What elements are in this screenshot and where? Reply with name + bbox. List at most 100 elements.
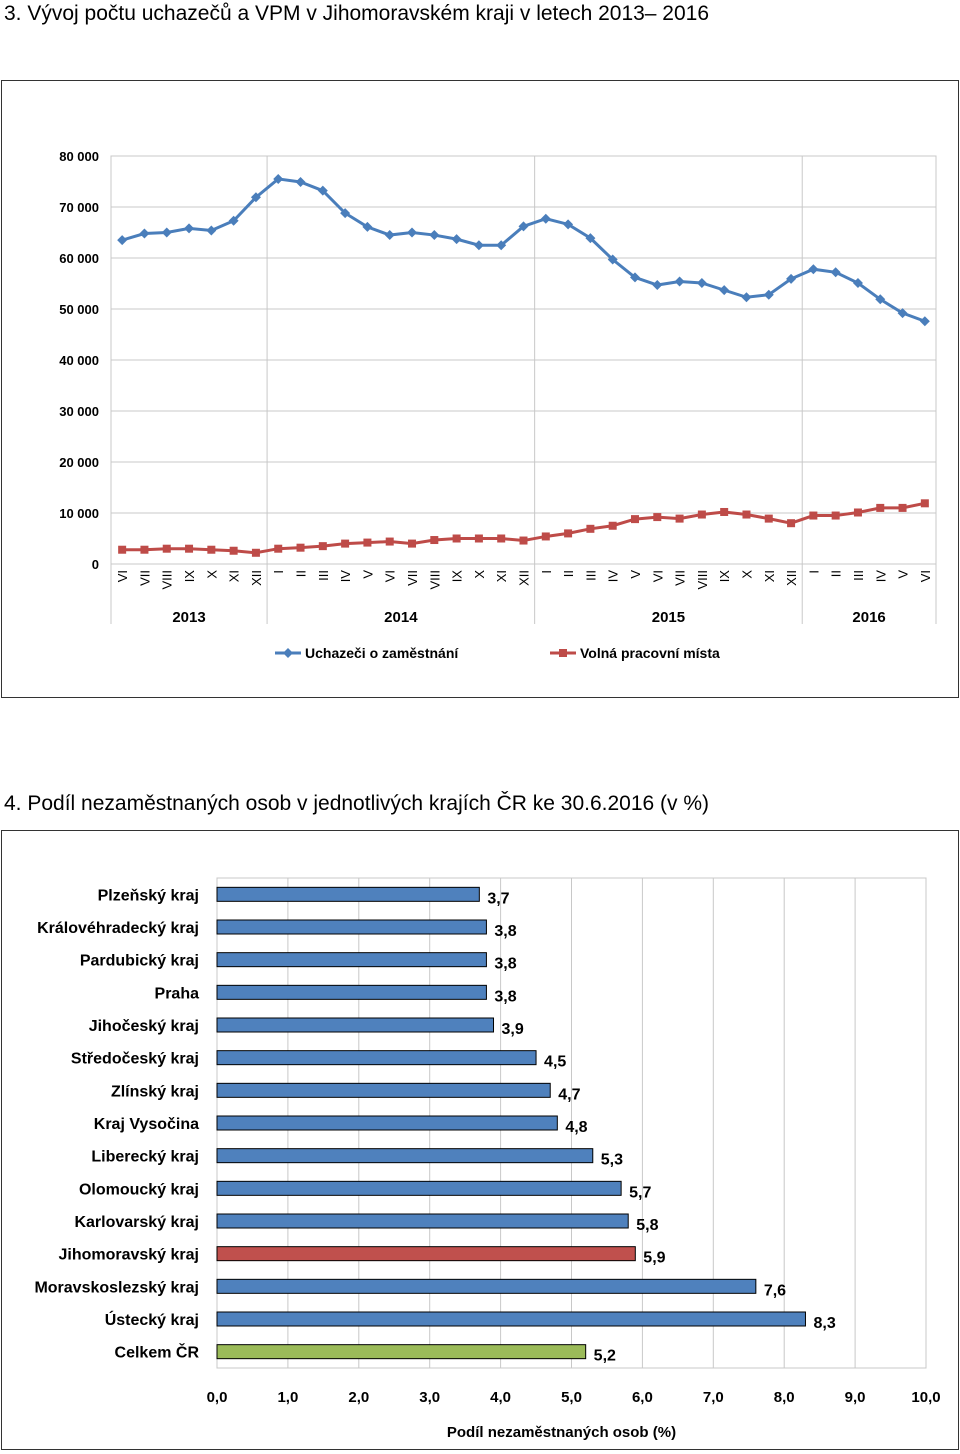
data-point (429, 230, 440, 241)
bar (216, 1278, 757, 1294)
category-label: Ústecký kraj (105, 1310, 199, 1329)
x-tick-label: VIII (427, 570, 442, 590)
x-tick-label: 6,0 (632, 1389, 653, 1406)
data-point (720, 507, 729, 516)
x-tick-label: IX (717, 570, 732, 583)
x-tick-label: 10,0 (911, 1389, 940, 1406)
category-label: Kraj Vysočina (94, 1116, 199, 1133)
data-point (608, 521, 617, 530)
data-point (341, 539, 350, 548)
data-point (809, 511, 818, 520)
data-point (763, 289, 774, 300)
data-point (741, 292, 752, 303)
y-tick-label: 30 000 (59, 404, 99, 419)
line-chart: 0 10 000 20 000 30 000 40 000 50 000 60 000 70 … (59, 149, 937, 661)
value-label: 3,7 (487, 890, 509, 907)
y-tick-label: 10 000 (59, 506, 99, 521)
x-tick-label: II (294, 570, 309, 577)
x-tick-label: X (472, 570, 487, 579)
x-tick-label: II (829, 570, 844, 577)
x-tick-label: VI (115, 570, 130, 582)
category-label: Olomoucký kraj (79, 1181, 199, 1198)
data-point (919, 316, 930, 327)
year-label: 2016 (852, 609, 885, 626)
value-label: 5,9 (643, 1250, 665, 1267)
data-point (519, 536, 528, 545)
data-point (696, 277, 707, 288)
data-point (875, 294, 886, 305)
x-tick-label: IX (450, 570, 465, 583)
x-tick-label: VII (137, 570, 152, 586)
data-point (140, 545, 149, 554)
data-point (876, 503, 885, 512)
x-tick-label: XII (517, 570, 532, 586)
category-label: Praha (155, 985, 200, 1002)
x-tick-label: 0,0 (207, 1389, 228, 1406)
x-tick-label: I (806, 570, 821, 574)
data-point (853, 508, 862, 517)
data-point (162, 544, 171, 553)
data-point (831, 511, 840, 520)
x-tick-label: X (739, 570, 754, 579)
data-point (540, 213, 551, 224)
data-point (340, 208, 351, 219)
data-point (808, 264, 819, 275)
data-point (474, 534, 483, 543)
y-tick-label: 20 000 (59, 455, 99, 470)
x-tick-label: I (539, 570, 554, 574)
y-tick-label: 40 000 (59, 353, 99, 368)
x-tick-label: VII (673, 570, 688, 586)
x-tick-label: V (360, 570, 375, 579)
data-point (161, 227, 172, 238)
data-point (452, 534, 461, 543)
x-axis-title: Podíl nezaměstnaných osob (%) (447, 1424, 676, 1441)
bar (216, 952, 487, 968)
bar (216, 1115, 558, 1131)
y-tick-label: 80 000 (59, 149, 99, 164)
chart1-frame: 0 10 000 20 000 30 000 40 000 50 000 60 000 70 … (1, 80, 959, 698)
data-point (742, 510, 751, 519)
value-label: 4,5 (544, 1054, 566, 1071)
category-label: Pardubický kraj (80, 953, 199, 970)
y-tick-label: 0 (92, 557, 99, 572)
x-tick-label: 8,0 (774, 1389, 795, 1406)
data-point (251, 548, 260, 557)
x-tick-label: XII (249, 570, 264, 586)
chart2-section-title: 4. Podíl nezaměstnaných osob v jednotliv… (4, 792, 710, 815)
data-point (630, 515, 639, 524)
x-tick-label: VIII (160, 570, 175, 590)
data-point (518, 221, 529, 232)
chart2-frame: 0,0 1,0 2,0 3,0 4,0 5,0 6,0 7,0 8,0 9,0 10,0 Plzeňs… (1, 830, 959, 1450)
x-tick-label: 5,0 (561, 1389, 582, 1406)
data-point (564, 529, 573, 538)
data-point (653, 513, 662, 522)
data-point (563, 219, 574, 230)
category-label: Středočeský kraj (71, 1051, 199, 1068)
category-label: Karlovarský kraj (74, 1214, 199, 1231)
bar (216, 1017, 495, 1033)
data-point (496, 240, 507, 251)
data-point (117, 235, 128, 246)
bar (216, 1082, 551, 1098)
data-point (451, 234, 462, 245)
x-tick-label: 7,0 (703, 1389, 724, 1406)
x-tick-label: IV (338, 570, 353, 583)
chart1-section-title: 3. Vývoj počtu uchazečů a VPM v Jihomora… (4, 2, 710, 25)
category-label: Jihočeský kraj (89, 1018, 199, 1035)
value-label: 3,9 (502, 1021, 524, 1038)
data-point (586, 524, 595, 533)
data-point (473, 240, 484, 251)
value-label: 3,8 (494, 988, 516, 1005)
data-point (629, 272, 640, 283)
legend-marker (559, 649, 567, 657)
x-tick-label: III (851, 570, 866, 581)
data-point (385, 537, 394, 546)
data-point (318, 542, 327, 551)
data-point (139, 228, 150, 239)
data-point (273, 173, 284, 184)
bar (216, 1050, 537, 1066)
data-point (719, 285, 730, 296)
bar (216, 1213, 629, 1229)
x-tick-label: IX (182, 570, 197, 583)
x-tick-label: 9,0 (845, 1389, 866, 1406)
